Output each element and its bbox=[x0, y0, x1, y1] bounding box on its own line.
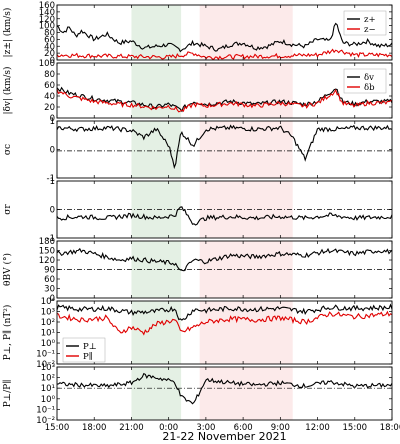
shaded-interval-1 bbox=[199, 367, 293, 420]
y-tick-label: 120 bbox=[39, 15, 55, 25]
series-line-z-0 bbox=[56, 22, 393, 53]
y-tick-label: 120 bbox=[39, 256, 55, 266]
x-tick-label: 18:00 bbox=[82, 423, 107, 433]
y-tick-label: 10² bbox=[41, 374, 55, 384]
y-tick-label: 0 bbox=[50, 146, 55, 156]
y-tick-label: 160 bbox=[39, 1, 55, 11]
x-tick-label: 9:00 bbox=[271, 423, 290, 433]
x-tick-label: 15:00 bbox=[343, 423, 368, 433]
y-tick-label: 10⁻² bbox=[36, 416, 55, 426]
y-tick-label: 10¹ bbox=[41, 329, 55, 339]
y-tick-label: 10⁻¹ bbox=[36, 350, 55, 360]
series-line-pressure-1 bbox=[56, 310, 393, 336]
series-line-anisotropy-0 bbox=[56, 372, 393, 405]
series-line-sigma_c-0 bbox=[56, 124, 393, 170]
x-tick-label: 12:00 bbox=[305, 423, 330, 433]
legend-label: z− bbox=[364, 25, 376, 35]
y-tick-label: 0 bbox=[50, 206, 55, 216]
y-tick-label: 180 bbox=[39, 237, 55, 247]
x-tick-label: 18:00 bbox=[380, 423, 400, 433]
y-tick-label: 10² bbox=[41, 318, 55, 328]
y-tick-label: 30 bbox=[44, 285, 55, 295]
y-axis-label: P⊥, P∥ (nT²) bbox=[2, 305, 13, 361]
y-tick-label: 80 bbox=[44, 29, 55, 39]
y-tick-label: 0 bbox=[50, 114, 55, 124]
y-tick-label: -1 bbox=[47, 174, 55, 184]
y-tick-label: 90 bbox=[44, 266, 55, 276]
y-tick-label: 0 bbox=[50, 294, 55, 304]
y-tick-label: 0 bbox=[50, 56, 55, 66]
shaded-interval-1 bbox=[199, 5, 293, 60]
shaded-interval-0 bbox=[131, 367, 182, 420]
y-tick-label: 1 bbox=[50, 117, 55, 127]
y-tick-label: 10³ bbox=[41, 363, 55, 373]
panel-sigma_r: -1 0 1 σr bbox=[3, 177, 393, 244]
y-tick-label: 60 bbox=[44, 35, 55, 45]
x-tick-label: 6:00 bbox=[234, 423, 253, 433]
shaded-interval-1 bbox=[199, 301, 293, 364]
y-tick-label: 10¹ bbox=[41, 384, 55, 394]
y-tick-label: 10⁰ bbox=[41, 339, 56, 349]
panel-frame bbox=[56, 366, 393, 421]
y-tick-label: 10⁰ bbox=[41, 395, 56, 405]
legend-label: δb bbox=[364, 83, 375, 93]
legend-box bbox=[343, 68, 387, 94]
y-tick-label: 10⁻¹ bbox=[36, 405, 55, 415]
y-tick-label: 60 bbox=[44, 275, 55, 285]
series-line-sigma_r-0 bbox=[56, 206, 393, 226]
legend-label: δv bbox=[364, 73, 374, 83]
y-tick-label: 10⁻² bbox=[36, 360, 55, 370]
y-axis-label: σc bbox=[3, 144, 13, 155]
y-tick-label: -1 bbox=[47, 234, 55, 244]
series-line-pressure-0 bbox=[56, 303, 393, 321]
shaded-interval-1 bbox=[199, 63, 293, 118]
shaded-interval-1 bbox=[199, 121, 293, 178]
y-tick-label: 1 bbox=[50, 177, 55, 187]
legend-box bbox=[343, 10, 387, 36]
y-axis-label: θBV (°) bbox=[2, 253, 13, 286]
y-tick-label: 100 bbox=[39, 22, 55, 32]
y-axis-label: σr bbox=[3, 204, 13, 215]
y-tick-label: 20 bbox=[44, 49, 55, 59]
y-tick-label: 40 bbox=[44, 92, 55, 102]
series-line-theta-0 bbox=[56, 247, 393, 272]
series-line-dv-0 bbox=[56, 86, 393, 113]
y-tick-label: 80 bbox=[44, 70, 55, 80]
shaded-interval-0 bbox=[131, 5, 182, 60]
x-tick-label: 21:00 bbox=[119, 423, 144, 433]
y-tick-label: 140 bbox=[39, 8, 55, 18]
x-axis-title: 21-22 November 2021 bbox=[162, 430, 286, 443]
y-tick-label: 10⁴ bbox=[41, 297, 56, 307]
panel-frame bbox=[56, 62, 393, 119]
series-line-z-1 bbox=[56, 48, 393, 61]
y-tick-label: 10³ bbox=[41, 308, 55, 318]
y-axis-label: P⊥/P∥ bbox=[2, 380, 13, 408]
series-line-dv-1 bbox=[56, 88, 393, 113]
x-tick-label: 0:00 bbox=[159, 423, 178, 433]
y-tick-label: 20 bbox=[44, 103, 55, 113]
legend-label: P∥ bbox=[83, 351, 93, 362]
legend-box bbox=[62, 337, 106, 363]
x-tick-label: 3:00 bbox=[196, 423, 215, 433]
y-tick-label: 100 bbox=[39, 59, 55, 69]
x-tick-label: 15:00 bbox=[45, 423, 70, 433]
y-tick-label: 40 bbox=[44, 42, 55, 52]
y-tick-label: 60 bbox=[44, 81, 55, 91]
legend-label: P⊥ bbox=[83, 342, 97, 352]
y-axis-label: |z±| (km/s) bbox=[2, 8, 13, 58]
y-axis-label: |δv| (km/s) bbox=[2, 66, 13, 114]
y-tick-label: 150 bbox=[39, 247, 55, 257]
legend-label: z+ bbox=[364, 15, 376, 25]
